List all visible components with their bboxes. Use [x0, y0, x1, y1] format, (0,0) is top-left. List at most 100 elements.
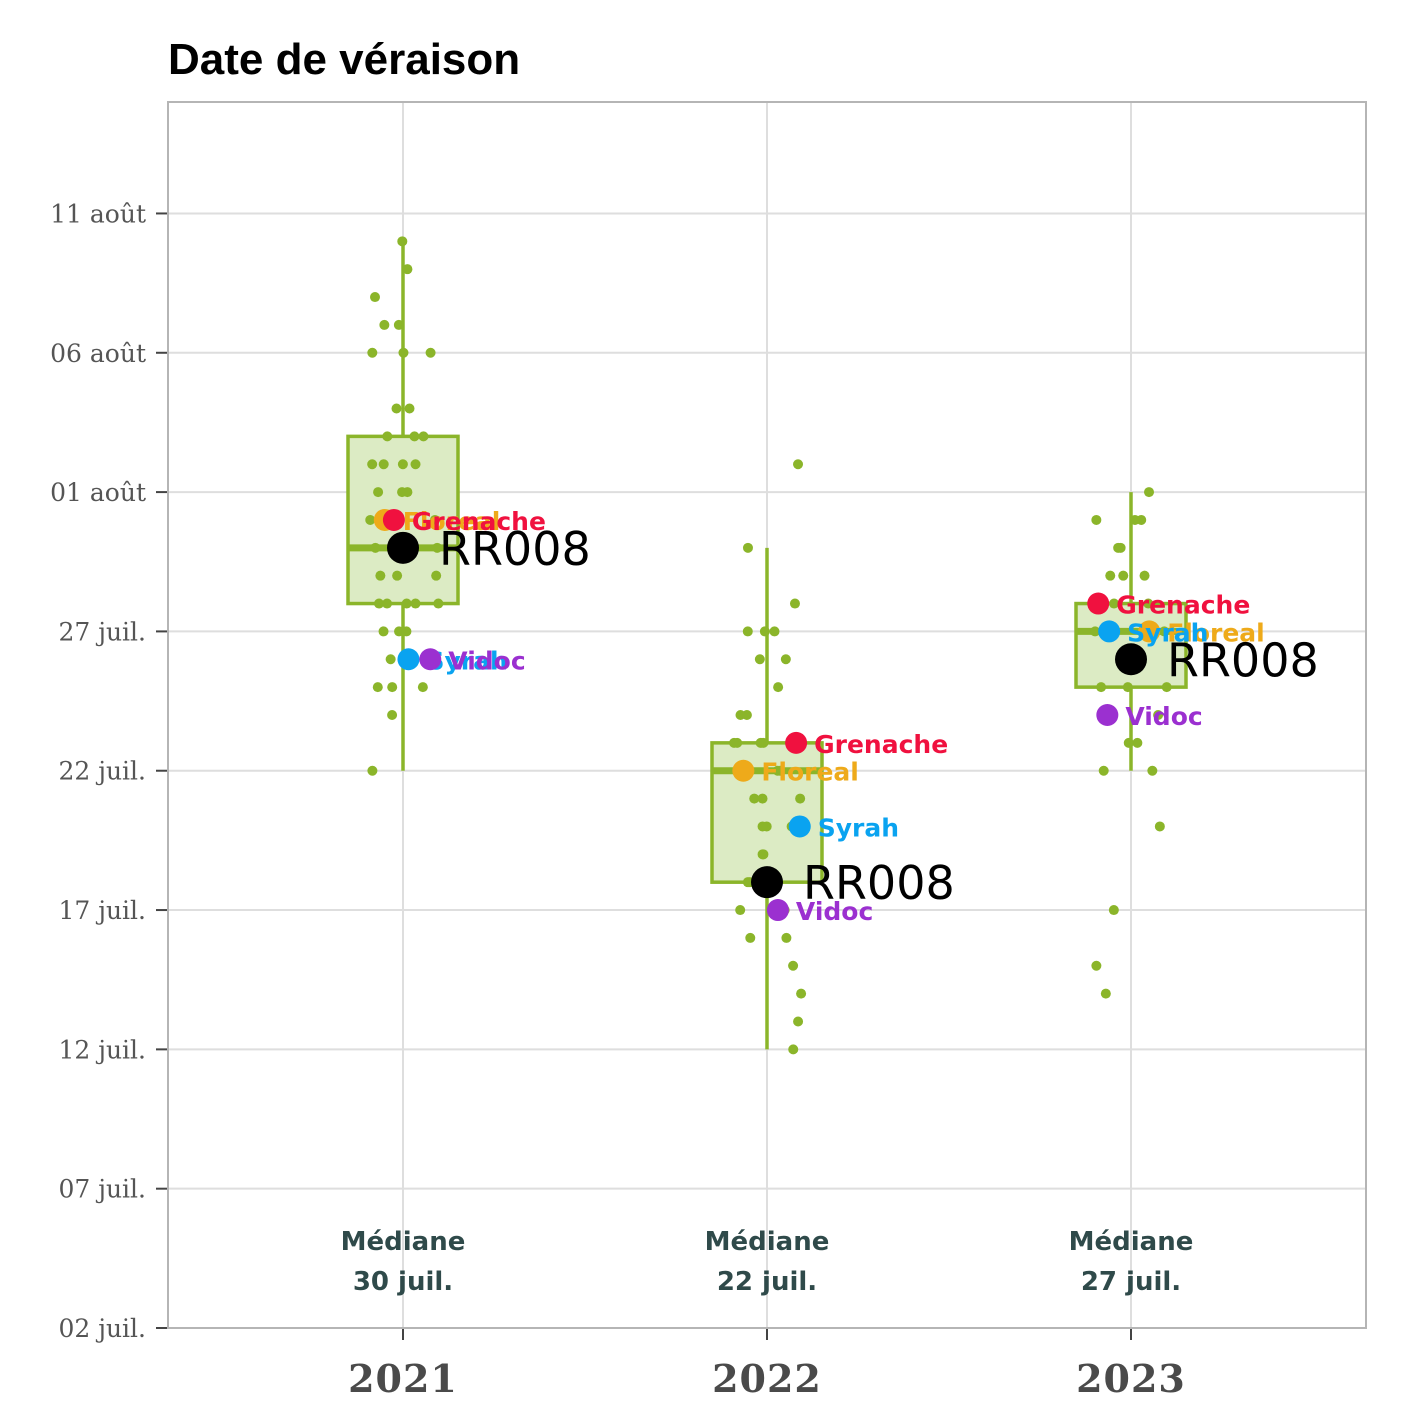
- highlight-point-grenache: [1087, 592, 1110, 615]
- y-tick-label: 12 juil.: [58, 1035, 146, 1064]
- jitter-point: [387, 682, 398, 693]
- highlight-point-syrah: [397, 648, 420, 671]
- jitter-point: [404, 403, 415, 414]
- jitter-point: [375, 570, 386, 581]
- jitter-point: [1109, 598, 1120, 609]
- jitter-point: [393, 319, 404, 330]
- jitter-point: [394, 626, 405, 637]
- jitter-point: [742, 626, 753, 637]
- y-tick-label: 02 juil.: [58, 1314, 146, 1343]
- jitter-point: [401, 626, 412, 637]
- highlight-label-grenache: Grenache: [814, 730, 948, 759]
- highlight-point-floreal: [732, 759, 755, 782]
- jitter-point: [397, 236, 408, 247]
- jitter-point: [1098, 765, 1109, 776]
- jitter-point: [1159, 626, 1170, 637]
- jitter-point: [402, 264, 413, 275]
- jitter-point: [367, 765, 378, 776]
- jitter-point: [1122, 682, 1133, 693]
- jitter-point: [755, 737, 766, 748]
- jitter-point: [749, 793, 760, 804]
- jitter-point: [385, 654, 396, 665]
- highlight-point-grenache: [785, 731, 808, 754]
- jitter-point: [1108, 905, 1119, 916]
- jitter-point: [387, 710, 398, 720]
- jitter-point: [1132, 737, 1143, 748]
- jitter-point: [378, 626, 389, 637]
- jitter-point: [1100, 988, 1111, 999]
- median-label-title: Médiane: [705, 1227, 830, 1257]
- jitter-point: [370, 292, 381, 303]
- highlight-label-syrah: Syrah: [1127, 618, 1208, 647]
- box: [710, 741, 824, 884]
- jitter-point: [793, 459, 804, 470]
- highlight-point-rr008: [751, 866, 783, 899]
- median-label-date: 27 juil.: [1081, 1267, 1181, 1297]
- y-tick-label: 01 août: [50, 478, 146, 507]
- highlight-point-rr008: [1115, 643, 1147, 676]
- jitter-point: [373, 487, 384, 498]
- highlight-point-syrah: [788, 815, 811, 838]
- median-label-title: Médiane: [1069, 1227, 1194, 1257]
- jitter-point: [780, 654, 791, 665]
- jitter-point: [1090, 626, 1101, 637]
- highlight-label-rr008: RR008: [1167, 633, 1319, 687]
- highlight-label-vidoc: Vidoc: [1125, 702, 1202, 731]
- jitter-point: [367, 459, 378, 470]
- jitter-point: [1096, 682, 1107, 693]
- jitter-point: [1154, 821, 1165, 832]
- y-tick-label: 07 juil.: [58, 1175, 146, 1204]
- median-label-date: 22 juil.: [717, 1267, 817, 1297]
- jitter-point: [757, 849, 768, 860]
- highlight-label-syrah: Syrah: [818, 813, 899, 842]
- jitter-point: [793, 1016, 804, 1027]
- jitter-point: [378, 459, 389, 470]
- jitter-point: [391, 403, 402, 414]
- jitter-point: [1153, 710, 1164, 720]
- jitter-point: [382, 598, 393, 609]
- jitter-point: [1161, 682, 1172, 693]
- chart-title: Date de véraison: [168, 35, 520, 84]
- jitter-point: [409, 431, 420, 442]
- median-label-title: Médiane: [341, 1227, 466, 1257]
- y-tick-label: 11 août: [50, 199, 146, 228]
- jitter-point: [1105, 570, 1116, 581]
- jitter-point: [374, 598, 385, 609]
- y-tick-label: 22 juil.: [58, 757, 146, 786]
- jitter-point: [795, 793, 806, 804]
- highlight-label-vidoc: Vidoc: [796, 897, 873, 926]
- highlight-label-vidoc: Vidoc: [448, 646, 525, 675]
- jitter-point: [772, 765, 783, 776]
- jitter-point: [759, 626, 770, 637]
- jitter-point: [370, 542, 381, 553]
- jitter-point: [367, 347, 378, 358]
- x-tick-label: 2023: [1076, 1356, 1186, 1401]
- highlight-point-syrah: [1098, 620, 1121, 643]
- jitter-point: [1091, 514, 1102, 525]
- highlight-point-rr008: [387, 531, 419, 564]
- jitter-point: [397, 459, 408, 470]
- jitter-point: [432, 542, 443, 553]
- highlight-point-grenache: [382, 508, 405, 531]
- highlight-point-vidoc: [1096, 704, 1119, 726]
- highlight-label-rr008: RR008: [803, 856, 955, 910]
- y-tick-label: 17 juil.: [58, 896, 146, 925]
- jitter-point: [1115, 542, 1126, 553]
- jitter-point: [398, 347, 409, 358]
- jitter-point: [1091, 960, 1102, 971]
- jitter-point: [742, 542, 753, 553]
- jitter-point: [1143, 598, 1154, 609]
- jitter-point: [757, 793, 768, 804]
- jitter-point: [742, 877, 753, 888]
- jitter-point: [372, 682, 383, 693]
- highlight-point-vidoc: [766, 899, 789, 922]
- jitter-point: [754, 654, 765, 665]
- highlight-label-floreal: Floreal: [1167, 618, 1265, 647]
- y-tick-label: 06 août: [50, 339, 146, 368]
- jitter-point: [781, 932, 792, 943]
- jitter-point: [365, 514, 376, 525]
- jitter-point: [1147, 765, 1158, 776]
- jitter-point: [431, 570, 442, 581]
- y-tick-label: 27 juil.: [58, 617, 146, 646]
- highlight-label-floreal: Floreal: [761, 758, 859, 787]
